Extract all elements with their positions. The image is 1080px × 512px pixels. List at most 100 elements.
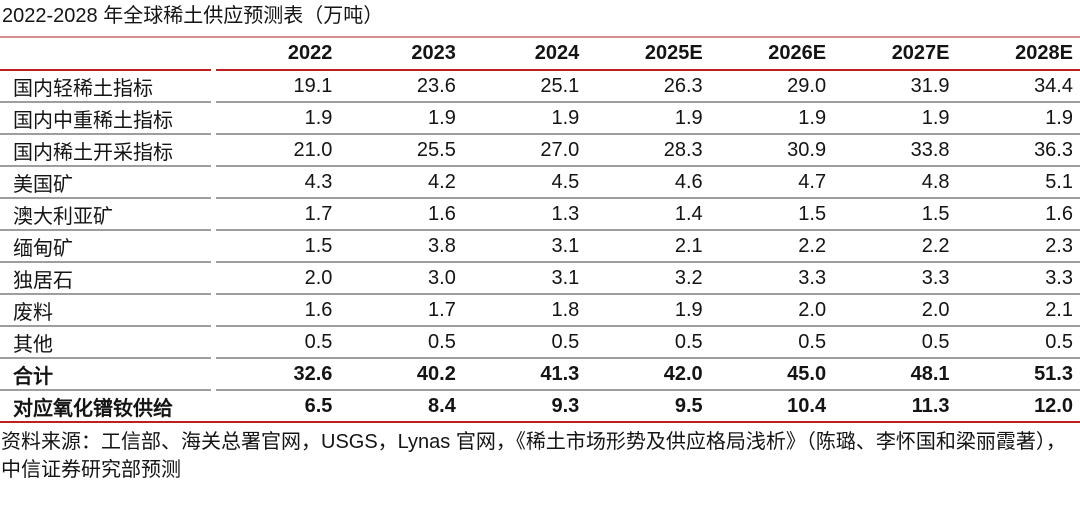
value-cell: 27.0 [462,134,587,167]
value-cell: 1.5 [833,198,957,231]
value-cell: 3.1 [462,230,587,263]
row-label: 澳大利亚矿 [0,198,211,231]
table-row: 废料 1.6 1.7 1.8 1.9 2.0 2.0 2.1 [0,294,1080,327]
value-cell: 1.9 [586,294,710,327]
value-cell: 8.4 [339,390,463,423]
column-gap [211,390,216,423]
value-cell: 31.9 [833,70,957,103]
row-label: 废料 [0,294,211,327]
value-cell: 4.8 [833,166,957,199]
table-row: 澳大利亚矿 1.7 1.6 1.3 1.4 1.5 1.5 1.6 [0,198,1080,231]
value-cell: 41.3 [462,358,587,391]
value-cell: 1.3 [462,198,587,231]
value-cell: 34.4 [956,70,1080,103]
value-cell: 2.3 [956,230,1080,263]
row-label: 国内中重稀土指标 [0,102,211,135]
table-row: 其他 0.5 0.5 0.5 0.5 0.5 0.5 0.5 [0,326,1080,359]
value-cell: 2.0 [709,294,834,327]
value-cell: 1.9 [833,102,957,135]
value-cell: 3.2 [586,262,710,295]
value-cell: 0.5 [339,326,463,359]
rare-earth-supply-forecast-table: 2022 2023 2024 2025E 2026E 2027E 2028E 国内轻稀土指标… [0,36,1080,423]
value-cell: 1.9 [339,102,463,135]
value-cell: 12.0 [956,390,1080,423]
value-cell: 9.3 [462,390,587,423]
value-cell: 1.7 [339,294,463,327]
value-cell: 11.3 [833,390,957,423]
value-cell: 3.1 [462,262,587,295]
table-row: 国内轻稀土指标 19.1 23.6 25.1 26.3 29.0 31.9 34.4 [0,70,1080,103]
value-cell: 26.3 [586,70,710,103]
row-label: 缅甸矿 [0,230,211,263]
value-cell: 1.9 [462,102,587,135]
value-cell: 1.4 [586,198,710,231]
value-cell: 1.6 [956,198,1080,231]
value-cell: 4.6 [586,166,710,199]
table-row: 独居石 2.0 3.0 3.1 3.2 3.3 3.3 3.3 [0,262,1080,295]
table-body: 国内轻稀土指标 19.1 23.6 25.1 26.3 29.0 31.9 34.4 国内中重稀… [0,70,1080,423]
value-cell: 6.5 [216,390,340,423]
column-header-2028e: 2028E [956,37,1080,71]
value-cell: 25.5 [339,134,463,167]
value-cell: 1.9 [216,102,340,135]
source-note: 资料来源：工信部、海关总署官网，USGS，Lynas 官网，《稀土市场形势及供应… [1,431,1066,481]
value-cell: 25.1 [462,70,587,103]
column-header-2024: 2024 [462,37,587,71]
row-label: 国内稀土开采指标 [0,134,211,167]
value-cell: 1.5 [709,198,834,231]
table-row: 合计 32.6 40.2 41.3 42.0 45.0 48.1 51.3 [0,358,1080,391]
column-header-2027e: 2027E [833,37,957,71]
value-cell: 21.0 [216,134,340,167]
value-cell: 4.5 [462,166,587,199]
value-cell: 2.2 [709,230,834,263]
value-cell: 1.9 [956,102,1080,135]
value-cell: 48.1 [833,358,957,391]
value-cell: 1.7 [216,198,340,231]
value-cell: 45.0 [709,358,834,391]
value-cell: 28.3 [586,134,710,167]
value-cell: 3.0 [339,262,463,295]
table-row: 国内中重稀土指标 1.9 1.9 1.9 1.9 1.9 1.9 1.9 [0,102,1080,135]
column-header-2025e: 2025E [586,37,710,71]
value-cell: 0.5 [709,326,834,359]
column-header-2022: 2022 [216,37,340,71]
table-row: 美国矿 4.3 4.2 4.5 4.6 4.7 4.8 5.1 [0,166,1080,199]
value-cell: 3.8 [339,230,463,263]
value-cell: 30.9 [709,134,834,167]
value-cell: 3.3 [833,262,957,295]
value-cell: 1.9 [709,102,834,135]
column-header-2023: 2023 [339,37,463,71]
value-cell: 9.5 [586,390,710,423]
table-header-row: 2022 2023 2024 2025E 2026E 2027E 2028E [0,37,1080,71]
table-row: 对应氧化镨钕供给 6.5 8.4 9.3 9.5 10.4 11.3 12.0 [0,390,1080,423]
value-cell: 1.5 [216,230,340,263]
value-cell: 2.0 [833,294,957,327]
value-cell: 1.8 [462,294,587,327]
value-cell: 2.1 [586,230,710,263]
value-cell: 0.5 [833,326,957,359]
row-label: 美国矿 [0,166,211,199]
value-cell: 36.3 [956,134,1080,167]
value-cell: 0.5 [216,326,340,359]
value-cell: 1.6 [339,198,463,231]
value-cell: 10.4 [709,390,834,423]
value-cell: 0.5 [462,326,587,359]
table-title: 2022-2028 年全球稀土供应预测表（万吨） [2,5,384,27]
value-cell: 3.3 [709,262,834,295]
value-cell: 32.6 [216,358,340,391]
column-header-2026e: 2026E [709,37,834,71]
value-cell: 1.6 [216,294,340,327]
value-cell: 23.6 [339,70,463,103]
value-cell: 33.8 [833,134,957,167]
value-cell: 0.5 [586,326,710,359]
value-cell: 19.1 [216,70,340,103]
value-cell: 4.2 [339,166,463,199]
value-cell: 51.3 [956,358,1080,391]
row-label: 其他 [0,326,211,359]
value-cell: 5.1 [956,166,1080,199]
row-label: 合计 [0,358,211,391]
row-header-blank-cell [0,37,211,71]
value-cell: 29.0 [709,70,834,103]
value-cell: 1.9 [586,102,710,135]
